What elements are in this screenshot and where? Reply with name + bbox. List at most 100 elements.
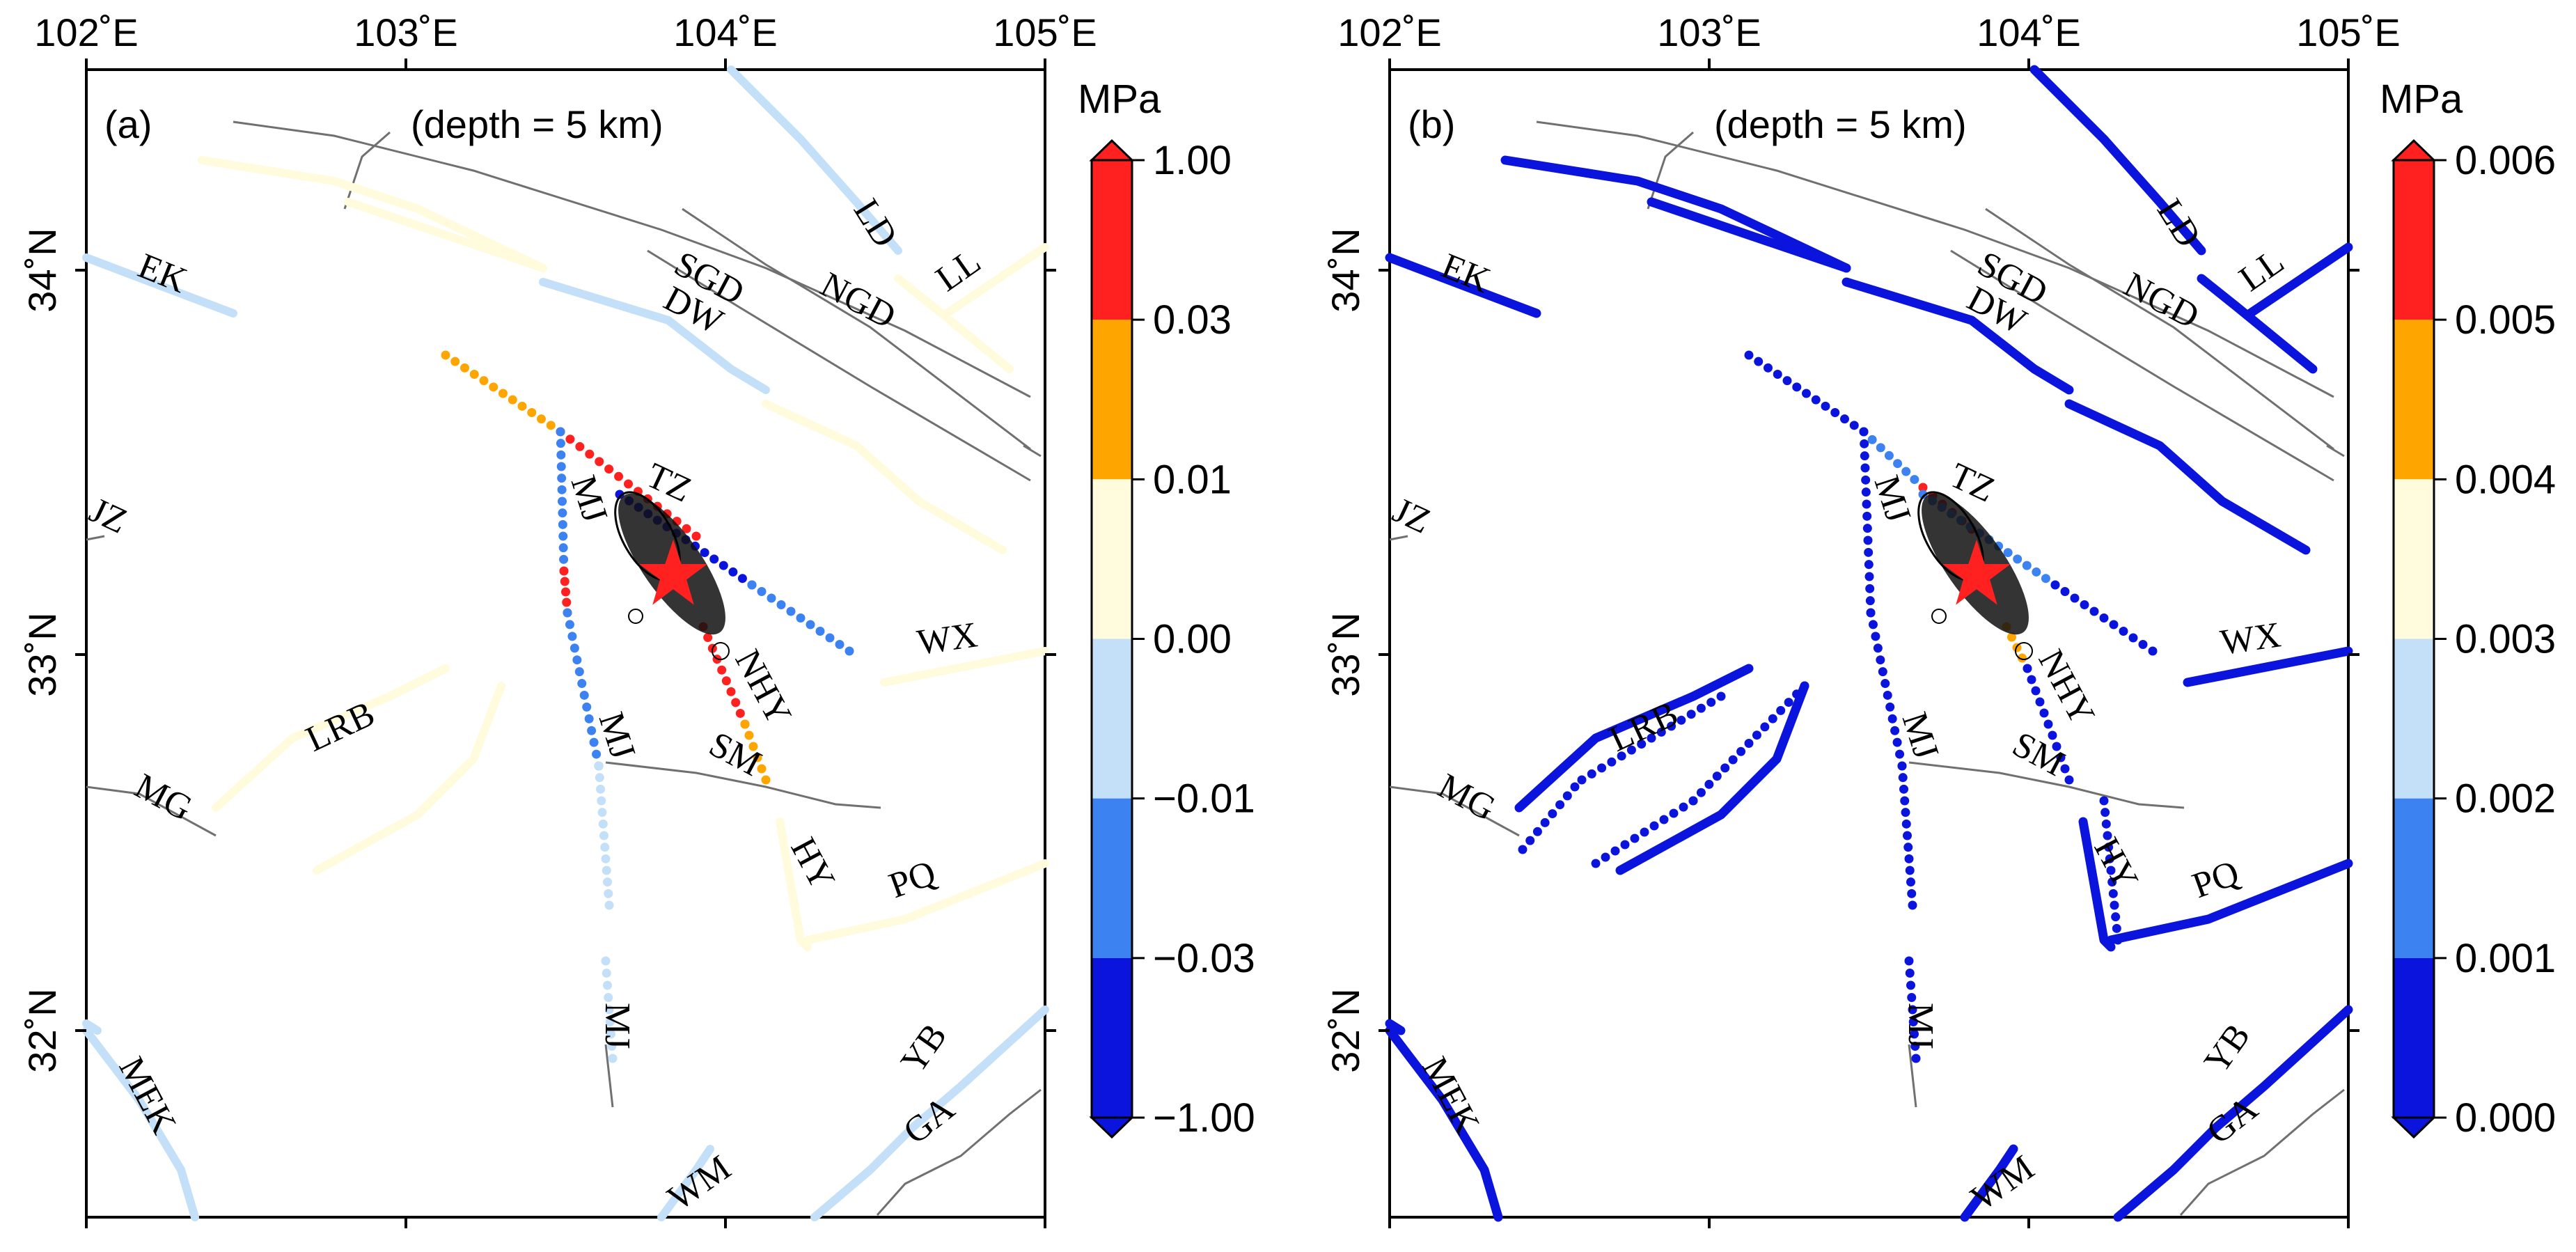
fault-patch — [1900, 796, 1910, 806]
fault-patch — [498, 389, 508, 398]
fault-patch — [1860, 439, 1869, 448]
colorbar-segment — [2394, 798, 2434, 958]
fault-patch — [1908, 1005, 1917, 1015]
fault-patch — [1887, 714, 1897, 723]
fault-patch — [740, 719, 750, 729]
fault-patch — [744, 730, 754, 740]
fault-patch — [1861, 487, 1871, 497]
fault-patch — [1905, 969, 1915, 978]
fault-patch — [561, 587, 570, 597]
fault-segment — [1960, 1144, 2018, 1222]
fault-patch — [1840, 414, 1849, 424]
fault-patch — [1784, 698, 1793, 707]
fault-patch — [703, 633, 713, 643]
fault-patch — [1860, 451, 1869, 461]
fault-patch — [589, 737, 599, 747]
fault-segment — [880, 647, 1049, 687]
fault-patch — [1890, 726, 1900, 735]
aftershock-zone — [628, 609, 643, 624]
fault-patch — [748, 742, 758, 751]
fault-segment — [2197, 274, 2318, 374]
fault-patch — [572, 655, 582, 665]
fault-patch — [825, 633, 835, 643]
fault-patch — [1716, 691, 1726, 701]
fault-patch — [1868, 620, 1878, 629]
fault-segment — [82, 1026, 199, 1221]
fault-patch — [709, 554, 719, 564]
fault-patch — [1901, 467, 1911, 476]
fault-patch — [1865, 584, 1875, 593]
fault-patch — [558, 508, 567, 518]
colorbar-segment — [2394, 957, 2434, 1118]
fault-patch — [1577, 775, 1587, 785]
fault-patch — [559, 554, 569, 564]
colorbar-segment — [1092, 479, 1132, 639]
fault-patch — [527, 408, 537, 417]
fault-segment — [1647, 197, 1851, 273]
fault-patch — [2100, 808, 2110, 817]
panel-label: (b) — [1408, 102, 1455, 146]
colorbar-tick-label: 0.004 — [2455, 457, 2556, 502]
lon-tick-label: 105˚E — [2296, 10, 2400, 54]
fault-patch — [1647, 733, 1656, 743]
fault-patch — [2060, 764, 2070, 774]
panel-b: 102˚E 103˚E 104˚E 105˚E 34˚N 33˚N 32˚N (… — [1324, 10, 2556, 1228]
fault-patch — [2110, 900, 2119, 910]
fault-segment — [82, 253, 237, 318]
lon-tick-label: 105˚E — [993, 10, 1097, 54]
fault-patch — [1864, 547, 1874, 557]
fault-patch — [757, 764, 767, 774]
fault-segment — [313, 682, 505, 875]
fault-patch — [1712, 772, 1722, 781]
fault-patch — [1867, 435, 1877, 444]
fault-patch — [2107, 877, 2117, 887]
fault-patch — [1532, 827, 1542, 836]
fault-patch — [587, 726, 597, 735]
fault-patch — [717, 665, 727, 675]
colorbar-tick-label: 0.01 — [1153, 457, 1232, 502]
fault-patch — [595, 773, 604, 783]
fault-patch — [556, 439, 565, 448]
fault-patch — [596, 784, 605, 794]
fault-patch — [2113, 935, 2123, 945]
fault-label: MJ — [597, 1003, 637, 1049]
fault-patch — [595, 457, 604, 467]
fault-patch — [2048, 730, 2057, 740]
fault-patch — [1862, 499, 1871, 509]
lon-tick-label: 103˚E — [354, 10, 457, 54]
fault-patch — [2035, 697, 2045, 707]
colorbar-tick-label: 0.002 — [2455, 776, 2556, 822]
fault-patch — [1862, 524, 1872, 533]
fault-patch — [1656, 727, 1666, 737]
fault-segment — [1385, 253, 1541, 318]
colorbar-segment — [2394, 479, 2434, 639]
fault-patch — [1885, 702, 1895, 712]
fault-trace — [1985, 208, 2334, 451]
fault-patch — [558, 519, 567, 529]
fault-patch — [2109, 620, 2119, 629]
fault-patch — [1688, 796, 1698, 806]
fault-patch — [767, 593, 776, 603]
depth-note: (depth = 5 km) — [1714, 102, 1967, 146]
lat-tick-label: 33˚N — [1324, 612, 1367, 696]
map-frame — [1388, 68, 2350, 1219]
fault-patch — [1706, 698, 1716, 707]
panel-a: 102˚E 103˚E 104˚E 105˚E 34˚N 33˚N 32˚N (… — [20, 10, 1255, 1228]
fault-patch — [2103, 831, 2112, 840]
fault-patch — [2148, 646, 2158, 656]
fault-patch — [1525, 836, 1535, 845]
fault-patch — [565, 435, 575, 444]
fault-patch — [2070, 593, 2080, 603]
fault-patch — [1860, 463, 1870, 473]
fault-patch — [1864, 560, 1874, 570]
fault-patch — [1811, 395, 1821, 405]
fault-segment — [803, 859, 1049, 944]
colorbar-segment — [2394, 320, 2434, 480]
fault-trace — [604, 1044, 614, 1108]
fault-patch — [614, 471, 624, 481]
fault-segment — [2113, 1005, 2353, 1222]
fault-patch — [2041, 574, 2050, 584]
fault-patch — [1792, 689, 1802, 699]
fault-trace — [1908, 761, 2185, 809]
fault-patch — [1849, 421, 1859, 430]
